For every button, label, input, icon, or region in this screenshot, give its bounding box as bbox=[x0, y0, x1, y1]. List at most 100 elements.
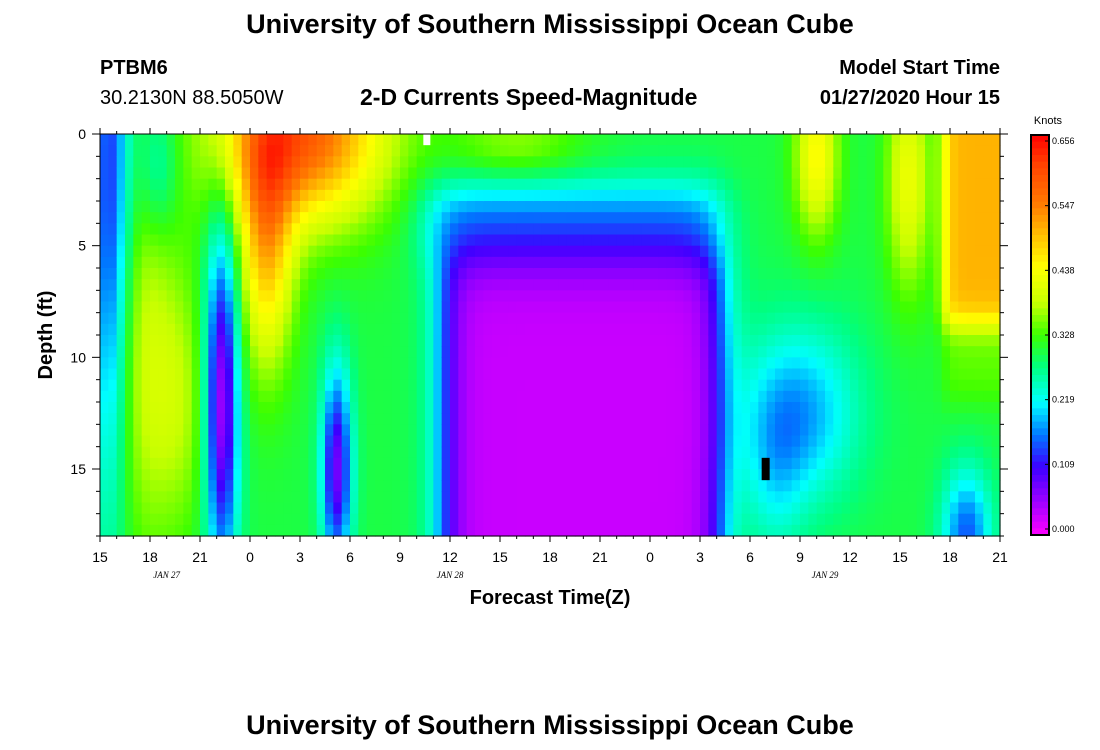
heatmap-cell bbox=[700, 145, 709, 157]
heatmap-cell bbox=[616, 446, 626, 459]
heatmap-cell bbox=[666, 513, 676, 526]
heatmap-cell bbox=[733, 513, 743, 526]
heatmap-cell bbox=[225, 480, 234, 492]
colorbar-swatch bbox=[1031, 135, 1049, 143]
heatmap-cell bbox=[350, 178, 359, 191]
heatmap-cell bbox=[166, 256, 176, 269]
heatmap-cell bbox=[200, 424, 209, 437]
heatmap-cell bbox=[625, 279, 634, 291]
heatmap-cell bbox=[800, 524, 809, 537]
heatmap-cell bbox=[875, 279, 884, 291]
heatmap-cell bbox=[525, 457, 534, 470]
heatmap-cell bbox=[700, 167, 709, 180]
heatmap-cell bbox=[866, 178, 876, 191]
heatmap-cell bbox=[900, 502, 909, 515]
heatmap-cell bbox=[750, 312, 759, 325]
heatmap-cell bbox=[650, 346, 659, 358]
heatmap-cell bbox=[375, 346, 384, 358]
colorbar-swatch bbox=[1031, 268, 1049, 276]
heatmap-cell bbox=[100, 457, 109, 470]
heatmap-cell bbox=[225, 212, 234, 224]
heatmap-cell bbox=[800, 301, 809, 314]
heatmap-cell bbox=[316, 491, 326, 504]
heatmap-cell bbox=[833, 178, 843, 191]
heatmap-cell bbox=[633, 368, 643, 381]
heatmap-cell bbox=[558, 189, 568, 202]
heatmap-cell bbox=[691, 268, 701, 280]
heatmap-cell bbox=[425, 245, 434, 258]
heatmap-cell bbox=[283, 279, 293, 291]
heatmap-cell bbox=[483, 189, 493, 202]
heatmap-cell bbox=[716, 480, 726, 492]
heatmap-cell bbox=[475, 502, 484, 515]
heatmap-cell bbox=[950, 279, 959, 291]
heatmap-cell bbox=[258, 301, 268, 314]
heatmap-cell bbox=[325, 156, 334, 169]
heatmap-cell bbox=[666, 480, 676, 492]
heatmap-cell bbox=[225, 223, 234, 236]
heatmap-cell bbox=[483, 469, 493, 481]
heatmap-cell bbox=[775, 346, 784, 358]
heatmap-cell bbox=[308, 279, 318, 291]
heatmap-cell bbox=[458, 245, 468, 258]
heatmap-cell bbox=[708, 268, 718, 280]
heatmap-cell bbox=[783, 402, 793, 414]
heatmap-cell bbox=[458, 167, 468, 180]
heatmap-cell bbox=[225, 502, 234, 515]
heatmap-cell bbox=[841, 491, 851, 504]
heatmap-cell bbox=[875, 290, 884, 303]
heatmap-cell bbox=[533, 167, 543, 180]
heatmap-cell bbox=[416, 323, 426, 336]
heatmap-cell bbox=[500, 223, 509, 236]
heatmap-cell bbox=[416, 256, 426, 269]
heatmap-cell bbox=[266, 256, 276, 269]
heatmap-cell bbox=[958, 156, 968, 169]
heatmap-cell bbox=[383, 435, 393, 448]
heatmap-cell bbox=[575, 156, 584, 169]
heatmap-cell bbox=[175, 424, 184, 437]
heatmap-cell bbox=[100, 502, 109, 515]
heatmap-cell bbox=[400, 256, 409, 269]
heatmap-cell bbox=[791, 491, 801, 504]
heatmap-cell bbox=[533, 335, 543, 347]
heatmap-cell bbox=[683, 256, 693, 269]
heatmap-cell bbox=[391, 201, 401, 213]
heatmap-cell bbox=[466, 167, 476, 180]
heatmap-cell bbox=[950, 457, 959, 470]
heatmap-cell bbox=[916, 268, 926, 280]
heatmap-cell bbox=[775, 268, 784, 280]
heatmap-cell bbox=[591, 413, 601, 425]
heatmap-cell bbox=[641, 413, 651, 425]
heatmap-cell bbox=[933, 201, 943, 213]
heatmap-cell bbox=[433, 346, 443, 358]
heatmap-cell bbox=[233, 256, 243, 269]
heatmap-cell bbox=[341, 346, 351, 358]
heatmap-cell bbox=[666, 368, 676, 381]
heatmap-cell bbox=[608, 279, 618, 291]
heatmap-cell bbox=[333, 491, 343, 504]
heatmap-cell bbox=[416, 134, 426, 146]
heatmap-cell bbox=[366, 435, 376, 448]
heatmap-cell bbox=[108, 323, 118, 336]
heatmap-cell bbox=[333, 357, 343, 370]
heatmap-cell bbox=[791, 268, 801, 280]
heatmap-cell bbox=[966, 524, 976, 537]
heatmap-cell bbox=[266, 480, 276, 492]
heatmap-cell bbox=[308, 156, 318, 169]
heatmap-cell bbox=[416, 312, 426, 325]
heatmap-cell bbox=[558, 201, 568, 213]
heatmap-cell bbox=[641, 480, 651, 492]
heatmap-cell bbox=[766, 301, 776, 314]
heatmap-cell bbox=[658, 301, 668, 314]
heatmap-cell bbox=[525, 189, 534, 202]
heatmap-cell bbox=[733, 357, 743, 370]
heatmap-cell bbox=[391, 424, 401, 437]
heatmap-cell bbox=[441, 201, 451, 213]
heatmap-cell bbox=[475, 178, 484, 191]
heatmap-cell bbox=[150, 379, 159, 392]
heatmap-cell bbox=[300, 357, 309, 370]
heatmap-cell bbox=[200, 346, 209, 358]
heatmap-cell bbox=[933, 335, 943, 347]
heatmap-cell bbox=[741, 502, 751, 515]
heatmap-cell bbox=[100, 402, 109, 414]
